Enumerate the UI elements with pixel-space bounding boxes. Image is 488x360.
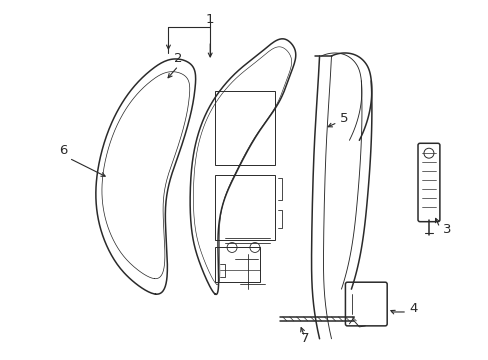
Text: 4: 4 — [408, 302, 417, 315]
Text: 2: 2 — [174, 53, 182, 66]
Bar — [215, 175, 274, 239]
FancyBboxPatch shape — [345, 282, 386, 326]
Bar — [215, 247, 260, 282]
Text: 3: 3 — [442, 223, 450, 236]
FancyBboxPatch shape — [417, 143, 439, 222]
Text: 5: 5 — [340, 112, 348, 125]
Text: 7: 7 — [300, 332, 308, 345]
Text: 1: 1 — [205, 13, 214, 26]
Bar — [215, 91, 274, 165]
Text: 6: 6 — [59, 144, 67, 157]
